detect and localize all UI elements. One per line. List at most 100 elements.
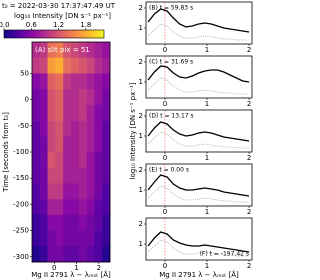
plot-frame [145,55,253,99]
panel-annotation: (A) slit pix = 51 [35,46,90,54]
heatmap-cell [63,152,72,169]
heatmap-cell [71,120,80,137]
heatmap-cell [63,104,72,121]
heatmap-cell [78,42,87,59]
heatmap-cell [32,120,41,137]
heatmap-cell [86,230,95,247]
heatmap-cell [102,246,111,263]
heatmap-cell [94,89,103,106]
heatmap-cell [63,230,72,247]
heatmap-cell [55,230,64,247]
heatmap-cell [39,120,48,137]
x-tick-label: 0 [163,262,167,270]
x-tick-label: 2 [247,208,251,216]
line-series [147,121,250,142]
heatmap-cell [86,104,95,121]
x-tick-label: 0 [163,208,167,216]
x-tick-label: 1 [74,264,78,272]
heatmap-cell [39,199,48,216]
heatmap-cell [86,167,95,184]
heatmap-cell [71,42,80,59]
heatmap-cell [55,120,64,137]
heatmap-cell [86,183,95,200]
heatmap-cell [32,246,41,263]
heatmap-cell [102,104,111,121]
plot-frame [145,217,253,261]
line-series [147,131,250,149]
heatmap-cell [94,152,103,169]
line-series [147,231,250,253]
heatmap-cell [78,152,87,169]
x-axis-label: Mg II 2791 λ − λᵣₑₛₜ [Å] [31,270,111,279]
heatmap-cell [94,73,103,90]
heatmap-cell [39,214,48,231]
heatmap-cell [71,246,80,263]
heatmap-cell [86,57,95,74]
heatmap-cell [39,246,48,263]
heatmap-cell [94,120,103,137]
heatmap-cell [63,214,72,231]
heatmap-cell [47,104,56,121]
heatmap-cell [32,73,41,90]
heatmap-cell [47,152,56,169]
y-tick-label: 1 [139,132,143,140]
heatmap-cell [32,183,41,200]
colorbar-tick-label: 0.6 [26,21,38,29]
heatmap-cell [78,246,87,263]
y-tick-label: 2 [139,220,143,228]
heatmap-cell [78,199,87,216]
heatmap-cell [63,246,72,263]
y-tick-label: -50 [18,122,29,130]
heatmap-cell [78,230,87,247]
heatmap-cell [78,214,87,231]
y-axis-label: log₁₀ Intensity [DN s⁻¹ px⁻¹] [129,82,137,179]
heatmap-cell [71,89,80,106]
heatmap-cell [78,136,87,153]
heatmap-cell [94,246,103,263]
colorbar-label: log₁₀ Intensity [DN s⁻¹ px⁻¹] [14,12,111,20]
x-tick-label: 2 [247,154,251,162]
heatmap-cell [94,230,103,247]
line-series [147,65,250,83]
x-tick-label: 2 [247,100,251,108]
heatmap-cell [55,104,64,121]
heatmap-cell [102,230,111,247]
heatmap-cell [71,152,80,169]
heatmap-cell [86,199,95,216]
heatmap-cell [86,246,95,263]
colorbar-tick-label: 0.0 [0,21,10,29]
heatmap-cell [47,42,56,59]
x-tick-label: 1 [205,262,209,270]
x-tick-label: 0 [163,154,167,162]
heatmap-cell [78,183,87,200]
x-axis-label: Mg II 2791 λ − λᵣₑₛₜ [Å] [159,270,239,279]
heatmap-cell [71,57,80,74]
heatmap-cell [63,42,72,59]
heatmap-cell [63,167,72,184]
heatmap-cell [55,73,64,90]
heatmap-cell [86,136,95,153]
heatmap-cell [32,42,41,59]
x-tick-label: 0 [163,100,167,108]
heatmap-cell [47,120,56,137]
heatmap-cell [78,73,87,90]
heatmap-cell [94,136,103,153]
heatmap-cell [32,214,41,231]
y-tick-label: 2 [139,4,143,12]
x-tick-label: 0 [52,264,56,272]
heatmap-cell [39,89,48,106]
y-tick-label: 0 [25,96,29,104]
heatmap-cell [63,89,72,106]
panel-annotation: (C) t = 31.69 s [149,59,193,66]
heatmap-cell [55,42,64,59]
heatmap-cell [71,199,80,216]
y-tick-label: -200 [13,200,29,208]
colorbar-tick-label: 1.2 [53,21,64,29]
x-tick-label: 2 [247,46,251,54]
y-tick-label: -150 [13,174,29,182]
heatmap-cell [71,167,80,184]
plot-frame [145,109,253,153]
x-tick-label: 2 [247,262,251,270]
y-tick-label: 2 [139,166,143,174]
line-series [147,174,250,197]
